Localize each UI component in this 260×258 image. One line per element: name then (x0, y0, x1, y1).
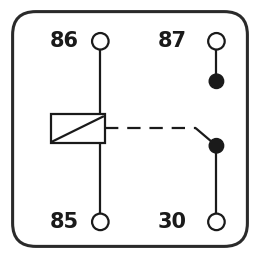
Bar (51, 114, 106, 143)
Circle shape (92, 33, 109, 50)
Circle shape (208, 214, 225, 230)
FancyBboxPatch shape (12, 12, 248, 246)
Circle shape (209, 74, 224, 88)
Text: 30: 30 (158, 212, 187, 232)
Text: 86: 86 (49, 31, 79, 51)
Text: 87: 87 (158, 31, 187, 51)
Circle shape (92, 214, 109, 230)
Circle shape (209, 139, 224, 153)
Circle shape (208, 33, 225, 50)
Text: 85: 85 (49, 212, 79, 232)
